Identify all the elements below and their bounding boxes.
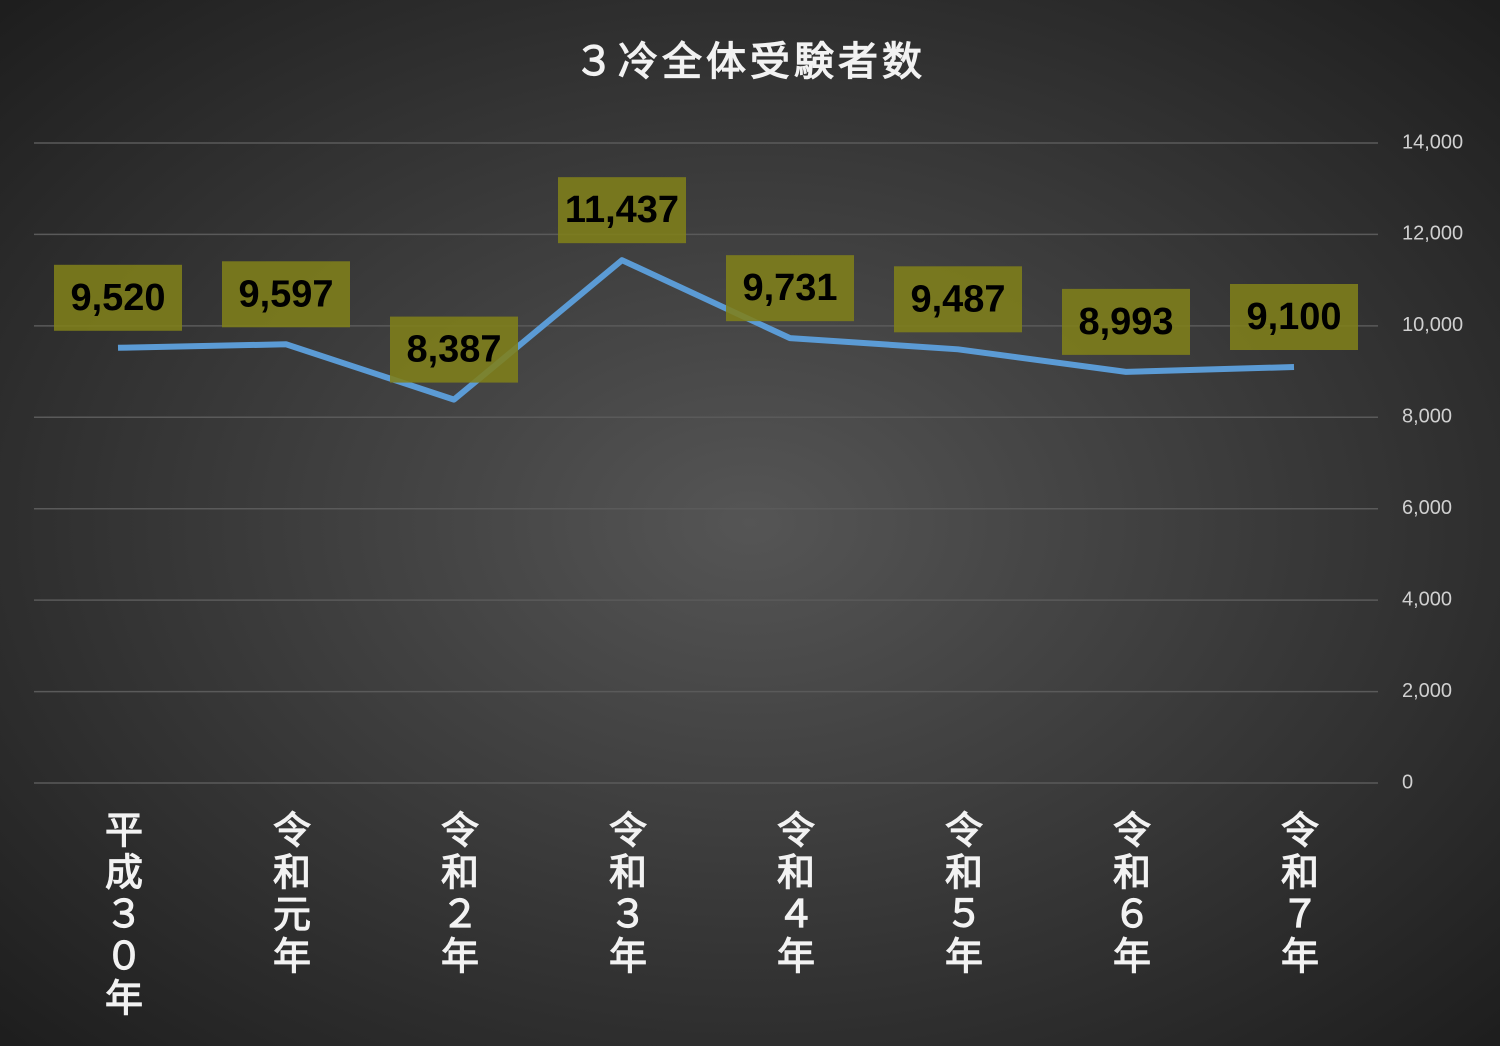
value-label: 8,993 — [1078, 301, 1173, 343]
value-label-box — [222, 261, 350, 328]
y-tick-label: 14,000 — [1402, 131, 1463, 153]
y-tick-label: 2,000 — [1402, 680, 1452, 702]
value-label: 11,437 — [565, 189, 679, 231]
x-tick-label: 令和７年 — [1275, 810, 1319, 978]
y-tick-label: 0 — [1402, 771, 1413, 793]
value-label: 9,487 — [910, 278, 1005, 320]
x-tick-label: 令和５年 — [939, 810, 983, 978]
value-label-box — [558, 177, 686, 244]
value-label: 8,387 — [406, 329, 501, 371]
value-label: 9,597 — [238, 273, 333, 315]
value-label-box — [54, 264, 182, 331]
value-label-box — [726, 255, 854, 322]
value-label-box — [390, 316, 518, 383]
value-label-box — [1062, 288, 1190, 355]
y-tick-label: 12,000 — [1402, 223, 1463, 245]
value-label: 9,100 — [1246, 296, 1341, 338]
x-tick-label: 令和２年 — [435, 810, 479, 978]
value-label-box — [894, 266, 1022, 333]
x-tick-label: 令和６年 — [1107, 810, 1151, 978]
x-tick-label: 令和元年 — [267, 810, 311, 978]
y-tick-label: 6,000 — [1402, 497, 1452, 519]
x-tick-label: 令和３年 — [603, 810, 647, 978]
y-tick-label: 4,000 — [1402, 588, 1452, 610]
chart-title: ３冷全体受験者数 — [574, 39, 926, 85]
y-tick-label: 8,000 — [1402, 406, 1452, 428]
value-label-box — [1230, 284, 1358, 350]
value-label: 9,731 — [742, 267, 837, 309]
value-label: 9,520 — [70, 277, 165, 319]
data-line — [117, 257, 1295, 403]
x-tick-label: 令和４年 — [771, 810, 815, 978]
x-tick-label: 平成３０年 — [99, 810, 143, 1020]
y-tick-label: 10,000 — [1402, 314, 1463, 336]
